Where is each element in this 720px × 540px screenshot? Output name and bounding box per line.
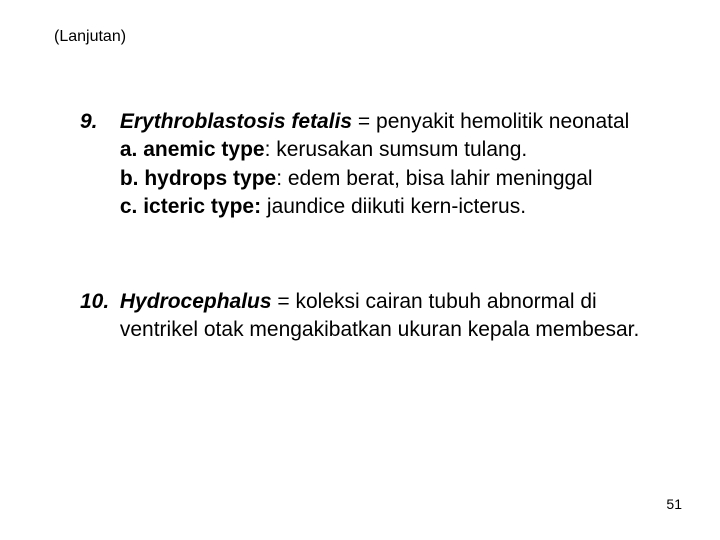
item-body-9: Erythroblastosis fetalis = penyakit hemo… — [120, 108, 640, 221]
def-erythroblastosis: = penyakit hemolitik neonatal — [352, 110, 629, 133]
item-number-9: 9. — [80, 108, 114, 136]
item-body-10: Hydrocephalus = koleksi cairan tubuh abn… — [120, 288, 640, 345]
slide: (Lanjutan) 9. Erythroblastosis fetalis =… — [0, 0, 720, 540]
item-number-10: 10. — [80, 288, 114, 316]
subtype-c-text: jaundice diikuti kern-icterus. — [261, 195, 526, 218]
term-erythroblastosis: Erythroblastosis fetalis — [120, 110, 352, 133]
subtype-c-label: c. icteric type: — [120, 195, 261, 218]
subtype-a-label: a. anemic type — [120, 138, 265, 161]
page-number: 51 — [666, 496, 682, 512]
term-hydrocephalus: Hydrocephalus — [120, 290, 272, 313]
list-item-9: 9. Erythroblastosis fetalis = penyakit h… — [80, 108, 660, 221]
continuation-header: (Lanjutan) — [54, 28, 126, 46]
subtype-b-label: b. hydrops type — [120, 167, 276, 190]
subtype-a-text: : kerusakan sumsum tulang. — [265, 138, 528, 161]
list-item-10: 10. Hydrocephalus = koleksi cairan tubuh… — [80, 288, 660, 345]
subtype-b-text: : edem berat, bisa lahir meninggal — [276, 167, 592, 190]
